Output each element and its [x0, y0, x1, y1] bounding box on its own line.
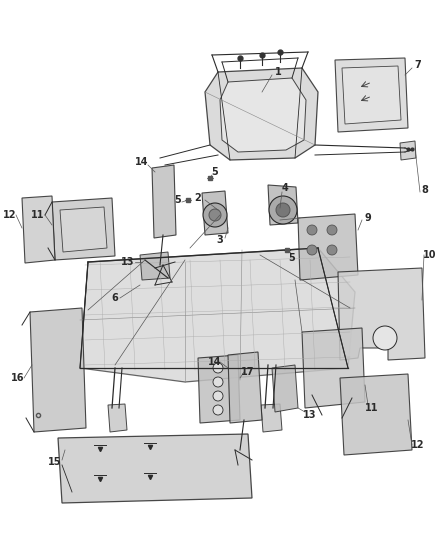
Polygon shape [205, 68, 318, 160]
Text: 14: 14 [135, 157, 149, 167]
Polygon shape [302, 328, 365, 408]
Text: 11: 11 [31, 210, 45, 220]
Polygon shape [80, 248, 355, 382]
Circle shape [327, 245, 337, 255]
Text: 7: 7 [415, 60, 421, 70]
Text: 12: 12 [3, 210, 17, 220]
Polygon shape [58, 434, 252, 503]
Text: 12: 12 [411, 440, 425, 450]
Circle shape [276, 203, 290, 217]
Circle shape [213, 405, 223, 415]
Circle shape [209, 209, 221, 221]
Text: 15: 15 [48, 457, 62, 467]
Circle shape [307, 245, 317, 255]
Text: 4: 4 [282, 183, 288, 193]
Polygon shape [108, 404, 127, 432]
Text: 9: 9 [364, 213, 371, 223]
Text: 14: 14 [208, 357, 222, 367]
Text: 1: 1 [275, 67, 281, 77]
Polygon shape [342, 66, 401, 124]
Polygon shape [30, 308, 86, 432]
Polygon shape [60, 207, 107, 252]
Text: 16: 16 [11, 373, 25, 383]
Text: 5: 5 [175, 195, 181, 205]
Polygon shape [52, 198, 115, 260]
Circle shape [203, 203, 227, 227]
Polygon shape [268, 185, 298, 225]
Polygon shape [335, 58, 408, 132]
Text: 13: 13 [121, 257, 135, 267]
Circle shape [213, 377, 223, 387]
Circle shape [213, 391, 223, 401]
Polygon shape [272, 365, 298, 412]
Text: 10: 10 [423, 250, 437, 260]
Polygon shape [338, 268, 425, 360]
Polygon shape [198, 355, 240, 423]
Polygon shape [228, 352, 262, 423]
Polygon shape [298, 214, 358, 280]
Circle shape [327, 225, 337, 235]
Polygon shape [140, 252, 170, 280]
Polygon shape [202, 191, 228, 235]
Text: 11: 11 [365, 403, 379, 413]
Circle shape [373, 326, 397, 350]
Text: 8: 8 [421, 185, 428, 195]
Circle shape [213, 363, 223, 373]
Text: 2: 2 [194, 193, 201, 203]
Text: 5: 5 [289, 253, 295, 263]
Polygon shape [400, 141, 416, 160]
Polygon shape [261, 404, 282, 432]
Polygon shape [22, 196, 55, 263]
Text: 13: 13 [303, 410, 317, 420]
Text: 5: 5 [212, 167, 219, 177]
Text: 6: 6 [112, 293, 118, 303]
Polygon shape [152, 165, 176, 238]
Circle shape [269, 196, 297, 224]
Text: 17: 17 [241, 367, 255, 377]
Polygon shape [220, 78, 306, 152]
Text: 3: 3 [217, 235, 223, 245]
Circle shape [307, 225, 317, 235]
Polygon shape [340, 374, 412, 455]
